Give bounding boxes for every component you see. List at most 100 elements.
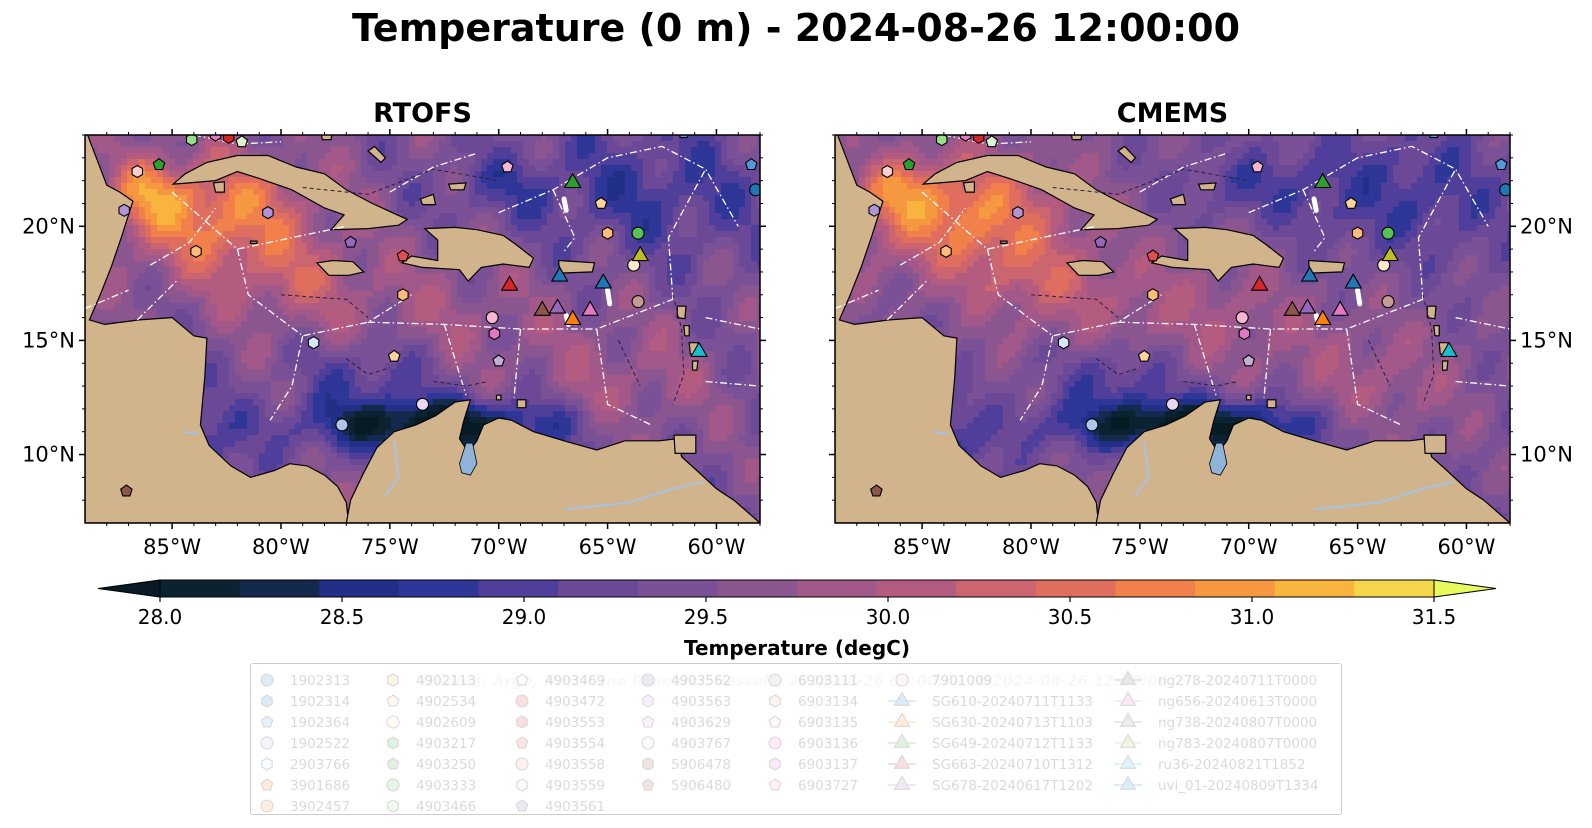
marker-ng783-20240807T0000 — [631, 245, 650, 262]
colorbar-segment — [1354, 580, 1435, 597]
marker-ng656-20240613T0000 — [1331, 300, 1350, 316]
lat-label: 10°N — [1520, 443, 1573, 467]
eez-line — [667, 168, 707, 300]
marker-4903767 — [415, 397, 430, 411]
eez-line — [136, 280, 177, 321]
bathymetry-contour — [1422, 294, 1435, 405]
landmass — [220, 112, 277, 123]
marker-SG610-20240711T1133 — [1344, 273, 1363, 289]
marker-4902534 — [1137, 349, 1151, 362]
marker-SG630-20240713T1103 — [563, 309, 582, 326]
bathymetry-contour — [1183, 381, 1238, 387]
marker-6903137 — [209, 135, 222, 142]
eez-line — [389, 152, 478, 193]
glider-track — [561, 196, 569, 213]
landmass — [315, 259, 365, 276]
eez-line — [596, 328, 652, 426]
map-panel-cmems: 85°W 80°W 75°W 70°W 65°W 60°W 20°N 15°N 10°N — [829, 112, 1573, 559]
marker-SG649-20240712T1133 — [1313, 172, 1332, 189]
landmass — [691, 360, 699, 371]
eez-line — [1248, 145, 1489, 227]
land-cmems — [835, 112, 1510, 523]
colorbar-segment — [637, 580, 718, 597]
landmass — [557, 259, 596, 274]
map-content-cmems — [835, 112, 1510, 523]
river — [182, 430, 199, 435]
colorbar-segment — [478, 580, 559, 597]
figure-title: Temperature (0 m) - 2024-08-26 12:00:00 — [351, 6, 1241, 50]
marker-1902522 — [1085, 418, 1099, 432]
marker-4903333 — [1381, 226, 1395, 240]
colorbar-segment — [876, 580, 957, 597]
marker-4902113 — [601, 226, 614, 240]
lon-label: 65°W — [579, 535, 637, 559]
marker-5906480 — [120, 484, 133, 497]
marker-2903766 — [1057, 336, 1070, 350]
landmass — [1423, 434, 1447, 454]
landmass — [1266, 399, 1277, 409]
colorbar-segment — [239, 580, 320, 597]
marker-4903767 — [1165, 397, 1180, 411]
lat-label: 15°N — [1520, 328, 1573, 352]
landmass — [676, 305, 687, 320]
marker-4903250 — [902, 158, 916, 171]
landmass — [1150, 226, 1285, 283]
river — [384, 440, 400, 497]
eez-line — [1302, 189, 1326, 252]
colorbar-segment — [398, 580, 479, 597]
marker-4903563 — [868, 203, 880, 217]
marker-4903559 — [881, 164, 894, 179]
marker-1902313 — [749, 183, 760, 197]
colorbar-tick-label: 31.5 — [1412, 605, 1457, 629]
marker-ru36-20240821T1852 — [690, 341, 708, 357]
marker-7901009 — [1235, 311, 1249, 325]
river — [932, 430, 949, 435]
marker-4902113 — [1147, 288, 1159, 302]
bathymetry-contour — [672, 294, 685, 405]
landmass — [400, 226, 535, 283]
eez-line — [269, 335, 304, 421]
landmass — [419, 193, 437, 206]
marker-4903554 — [396, 249, 410, 262]
map-content-rtofs — [85, 112, 760, 523]
eez-boundaries-rtofs — [85, 135, 760, 426]
marker-6903137 — [488, 326, 501, 341]
lon-label: 70°W — [1220, 535, 1278, 559]
observations-cmems — [868, 135, 1510, 497]
marker-4903333 — [631, 226, 645, 240]
marker-6903727 — [501, 160, 514, 173]
lake-maracaibo — [1209, 442, 1228, 476]
landmass — [345, 399, 760, 523]
eez-line — [498, 145, 739, 227]
colorbar-tick-label: 30.0 — [866, 605, 911, 629]
marker-SG630-20240713T1103 — [1313, 309, 1332, 326]
marker-6903111 — [631, 295, 645, 309]
landmass — [962, 181, 976, 193]
eez-line — [513, 328, 522, 398]
colorbar-segment — [1195, 580, 1276, 597]
marker-4903561 — [1094, 235, 1108, 248]
lat-label: 20°N — [22, 214, 75, 238]
landmass — [320, 135, 333, 141]
eez-line — [171, 191, 347, 250]
marker-1902364 — [678, 135, 689, 139]
landmass — [85, 135, 350, 523]
landmass — [1426, 305, 1437, 320]
colorbar-segment — [717, 580, 798, 597]
marker-1902522 — [335, 418, 349, 432]
lon-label: 85°W — [143, 535, 201, 559]
landmass — [1065, 259, 1115, 276]
marker-SG678-20240617T1202 — [1298, 298, 1317, 314]
landmass — [683, 325, 690, 337]
eez-line — [986, 248, 1162, 337]
marker-4903563 — [262, 205, 274, 220]
colorbar-tick-label: 29.5 — [684, 605, 729, 629]
landmass — [171, 154, 409, 231]
eez-line — [149, 207, 217, 266]
landmass — [516, 399, 527, 409]
eez-line — [443, 324, 467, 396]
marker-4903466 — [935, 135, 948, 147]
land-rtofs — [85, 112, 760, 523]
marker-1902364 — [1494, 158, 1508, 171]
landmass — [970, 112, 1027, 123]
